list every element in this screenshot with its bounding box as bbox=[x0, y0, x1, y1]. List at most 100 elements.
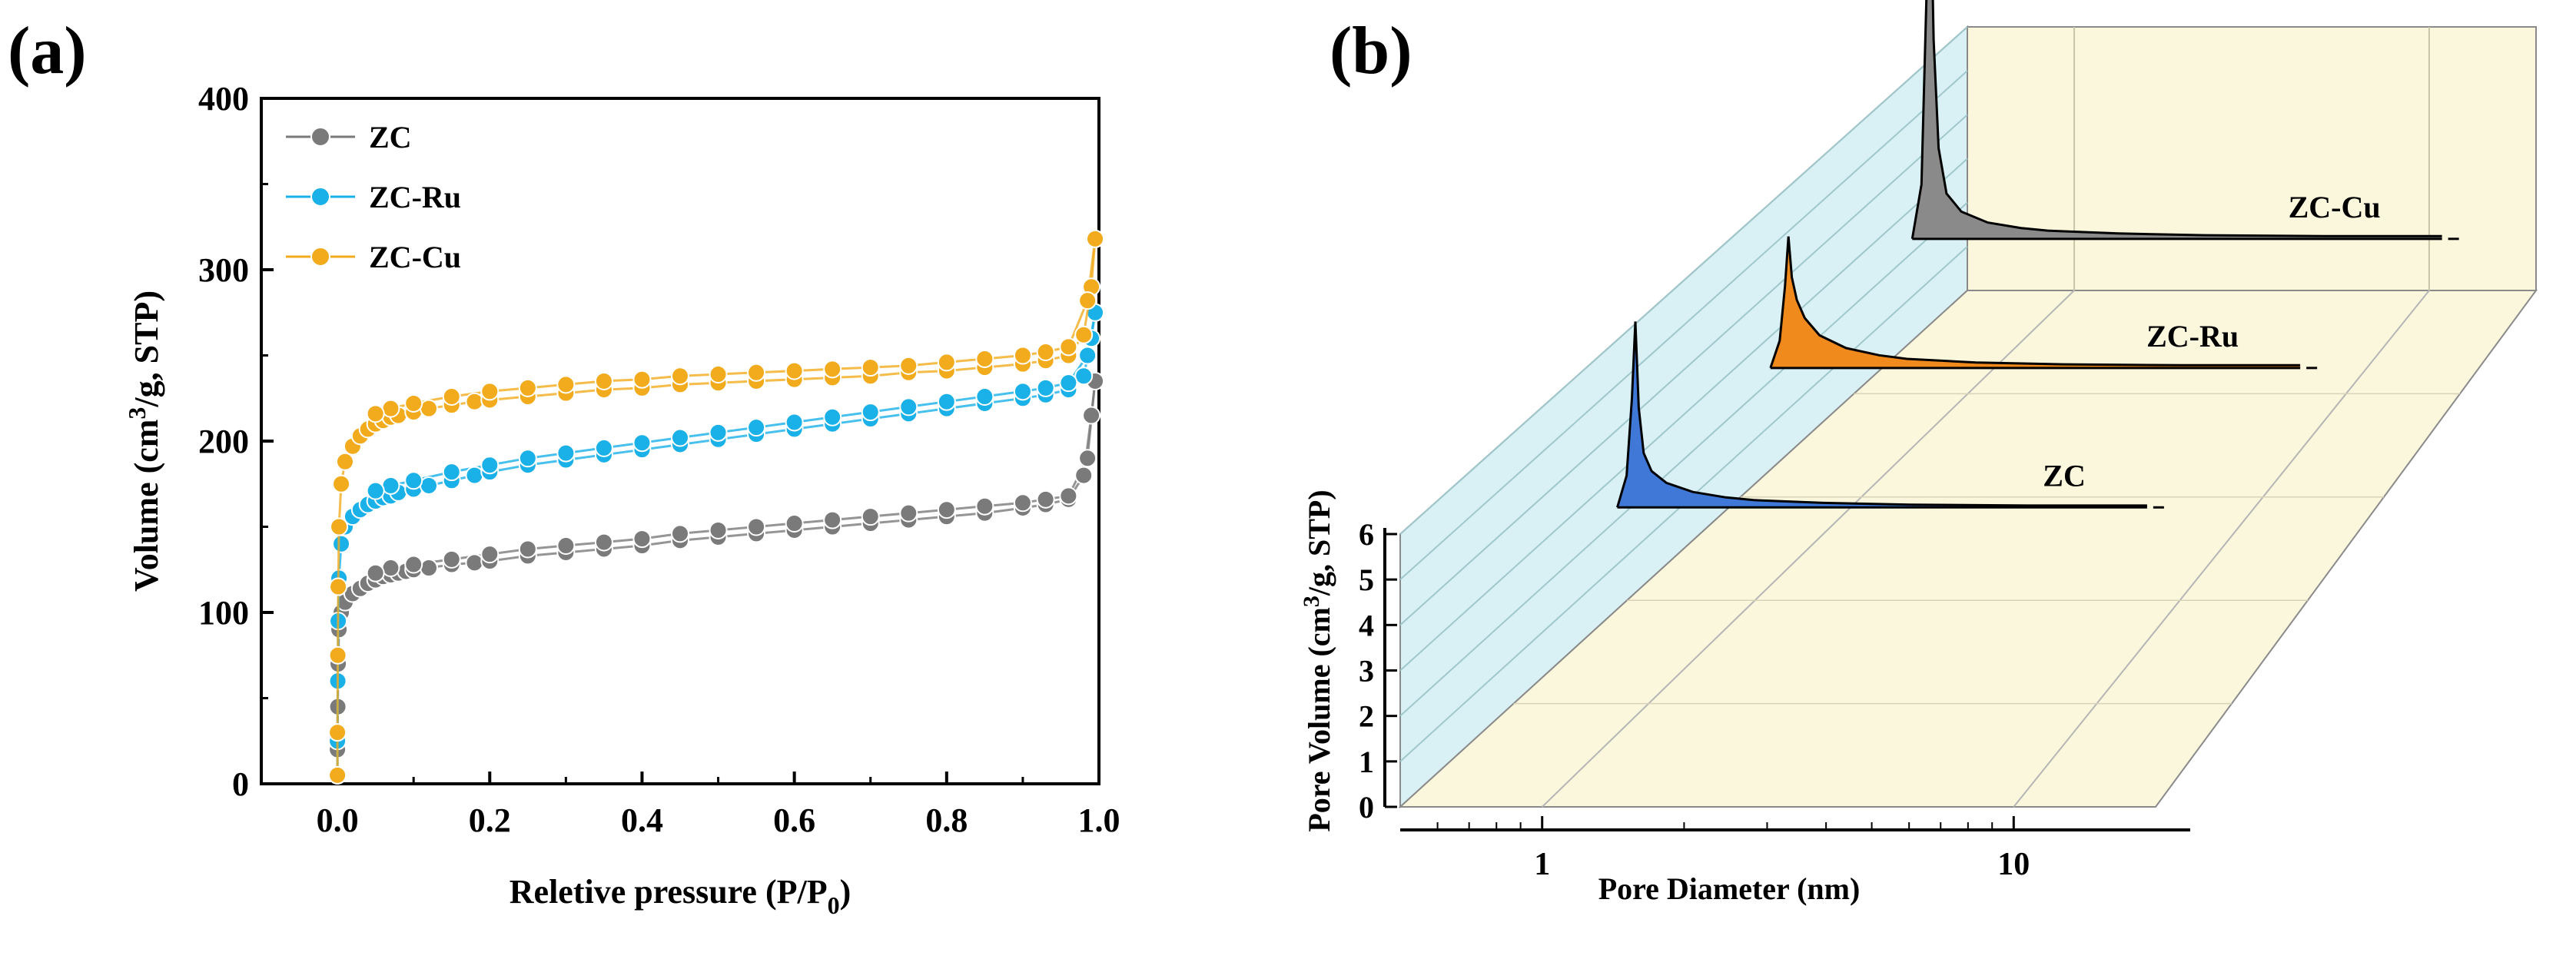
x-tick-label: 0.6 bbox=[773, 801, 815, 839]
legend: ZC ZC-Ru ZC-Cu bbox=[286, 120, 461, 274]
series-label: ZC bbox=[2043, 458, 2086, 493]
legend-marker bbox=[310, 247, 330, 267]
data-point bbox=[442, 387, 461, 407]
data-point bbox=[632, 529, 652, 549]
y-tick-label: 1 bbox=[1359, 745, 1374, 779]
y-tick-label: 5 bbox=[1359, 563, 1374, 597]
x-axis-label: Reletive pressure (P/P0) bbox=[510, 873, 851, 919]
data-point bbox=[465, 553, 484, 572]
data-point bbox=[1013, 493, 1032, 513]
data-point bbox=[404, 471, 423, 490]
y-tick-label: 200 bbox=[198, 423, 249, 460]
y-tick-label: 0 bbox=[1359, 790, 1374, 825]
data-point bbox=[332, 474, 351, 493]
panel-a-isotherm-chart: (a) 0.0 0.2 0.4 0.6 0.8 1.0 0 100 200 300 400 ZC ZC… bbox=[0, 0, 1260, 979]
data-point bbox=[671, 524, 689, 543]
series-group bbox=[328, 229, 1105, 785]
y-axis-label: Volume (cm3/g, STP) bbox=[123, 290, 165, 592]
data-point bbox=[1086, 229, 1105, 248]
data-point bbox=[480, 545, 500, 564]
data-point bbox=[366, 563, 385, 582]
data-point bbox=[632, 433, 652, 453]
y-tick-label: 6 bbox=[1359, 517, 1374, 552]
data-point bbox=[785, 514, 804, 533]
distribution-line bbox=[1616, 321, 2147, 508]
data-point bbox=[404, 393, 423, 413]
data-point bbox=[1074, 466, 1094, 485]
data-point bbox=[332, 534, 351, 553]
panel-label-a: (a) bbox=[8, 14, 87, 88]
series-zc-cu: ZC-Cu bbox=[1910, 0, 2459, 241]
data-point bbox=[1078, 346, 1097, 365]
floor-gridline bbox=[1542, 290, 2075, 808]
x-tick-label: 0.8 bbox=[925, 801, 968, 839]
series-zc-cu bbox=[328, 229, 1105, 785]
data-point bbox=[328, 645, 347, 665]
data-point bbox=[518, 449, 537, 468]
data-point bbox=[518, 539, 537, 559]
data-point bbox=[594, 371, 613, 390]
data-point bbox=[556, 375, 576, 394]
data-point bbox=[480, 382, 500, 401]
data-point bbox=[1074, 325, 1094, 344]
data-point bbox=[442, 549, 461, 569]
data-point bbox=[465, 466, 484, 485]
legend-label: ZC-Cu bbox=[369, 240, 461, 274]
data-point bbox=[420, 559, 438, 578]
y-tick-label: 3 bbox=[1359, 654, 1374, 689]
x-axis-label: Pore Diameter (nm) bbox=[1598, 871, 1861, 906]
data-point bbox=[366, 481, 385, 500]
data-point bbox=[1074, 367, 1094, 386]
data-point bbox=[747, 363, 766, 382]
distribution-fill bbox=[1617, 321, 2147, 508]
data-point bbox=[381, 476, 400, 495]
data-point bbox=[328, 723, 347, 742]
data-point bbox=[823, 360, 842, 379]
data-point bbox=[329, 577, 348, 596]
data-point bbox=[1082, 406, 1101, 425]
series-zc: ZC bbox=[1616, 321, 2164, 509]
data-point bbox=[709, 365, 728, 384]
left-wall-gridline bbox=[1399, 114, 1968, 626]
data-point bbox=[518, 378, 537, 397]
x-tick-label: 1 bbox=[1534, 847, 1550, 882]
data-point bbox=[1013, 346, 1032, 365]
distribution-line bbox=[1910, 0, 2442, 240]
panel-b-pore-distribution-chart: (b) ZC ZC-Ru ZC-Cu 0 1 2 3 4 5 6 1 10 Pore Diamete… bbox=[1276, 0, 2576, 979]
axes-group: 0 1 2 3 4 5 6 1 10 bbox=[1359, 517, 2190, 882]
left-wall-gridline bbox=[1399, 26, 1968, 535]
data-point bbox=[1036, 378, 1055, 397]
data-point bbox=[899, 356, 918, 375]
data-point bbox=[556, 443, 576, 463]
data-point bbox=[556, 536, 576, 556]
back-wall bbox=[1967, 26, 2537, 291]
data-point bbox=[632, 370, 652, 389]
y-axis-label: Pore Volume (cm3/g, STP) bbox=[1299, 490, 1336, 831]
y-tick-label: 400 bbox=[198, 80, 249, 118]
data-point bbox=[381, 399, 400, 418]
x-tick-label: 0.4 bbox=[621, 801, 663, 839]
data-point bbox=[709, 520, 728, 539]
data-point bbox=[1059, 373, 1078, 393]
x-tick-label: 1.0 bbox=[1078, 801, 1120, 839]
distribution-line bbox=[1769, 236, 2301, 369]
x-tick-label: 0.0 bbox=[317, 801, 359, 839]
distribution-fill bbox=[1770, 236, 2301, 368]
data-point bbox=[328, 765, 347, 785]
data-point bbox=[937, 500, 956, 519]
legend-label: ZC-Ru bbox=[369, 180, 461, 214]
floor bbox=[1398, 290, 2538, 808]
data-point bbox=[420, 476, 438, 495]
data-point bbox=[785, 361, 804, 380]
legend-marker bbox=[310, 187, 330, 207]
data-point bbox=[1059, 486, 1078, 506]
series-label: ZC-Ru bbox=[2146, 319, 2239, 353]
panel-label-b: (b) bbox=[1329, 14, 1412, 88]
data-point bbox=[336, 452, 354, 471]
data-point bbox=[480, 456, 500, 475]
data-point bbox=[975, 387, 994, 407]
data-point bbox=[1036, 343, 1055, 362]
data-point bbox=[465, 392, 484, 411]
data-point bbox=[861, 358, 880, 377]
data-point bbox=[594, 533, 613, 552]
